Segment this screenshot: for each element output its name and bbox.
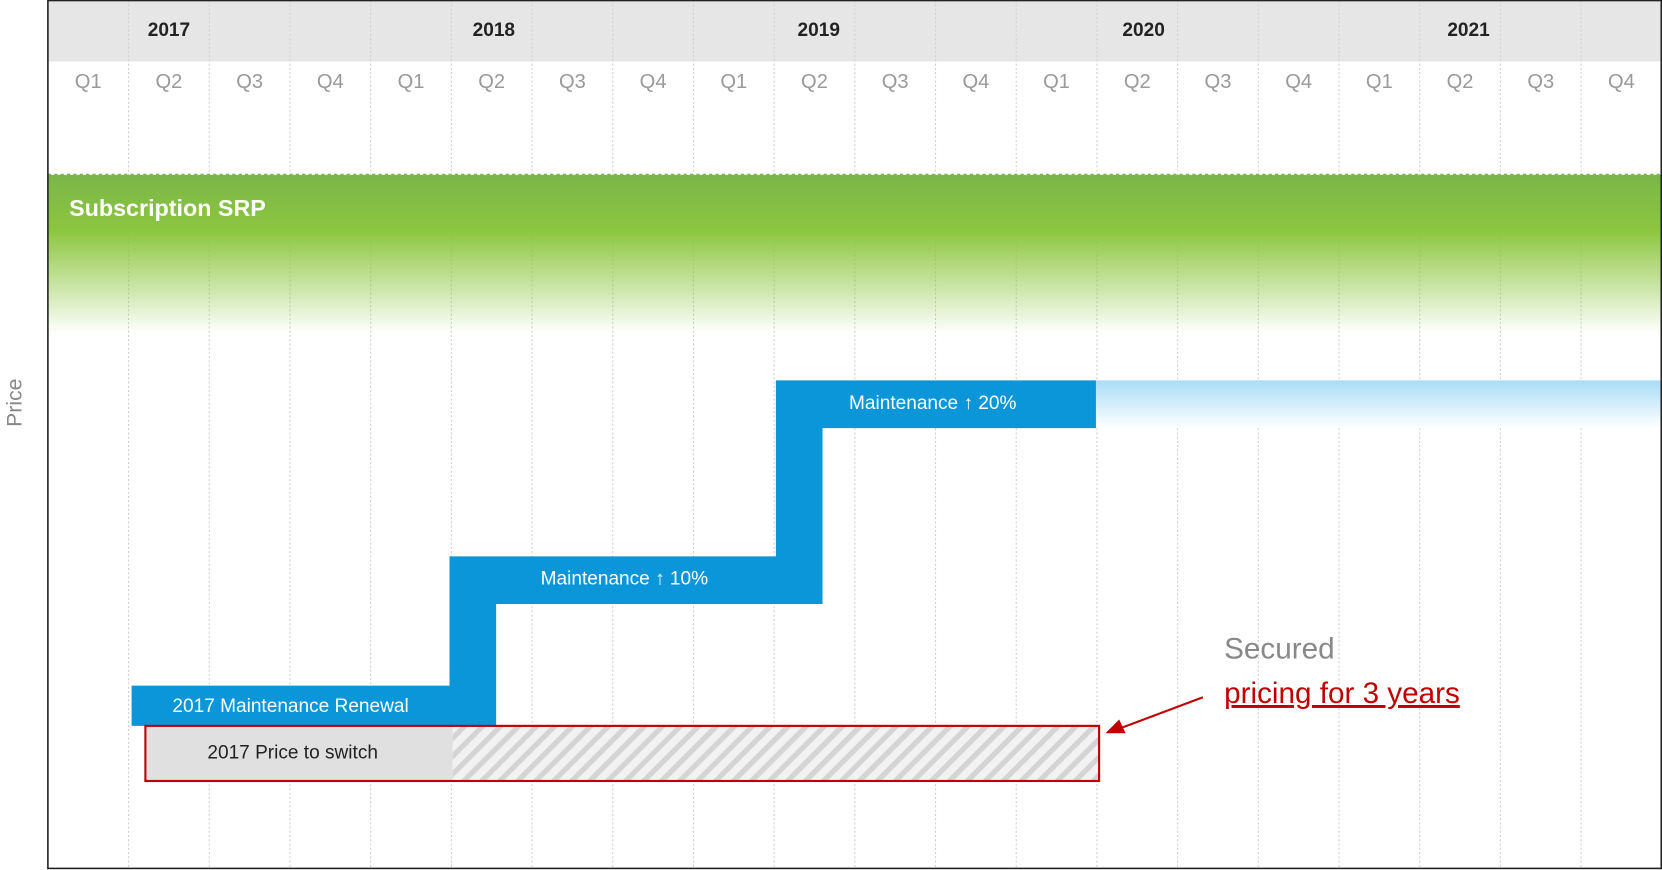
year-label: 2021: [1447, 20, 1490, 41]
switch-label: 2017 Price to switch: [207, 742, 378, 763]
switch-outline: [144, 724, 1101, 783]
quarter-label: Q1: [75, 71, 102, 93]
quarter-label: Q4: [640, 71, 667, 93]
quarter-label: Q3: [236, 71, 263, 93]
quarter-label: Q3: [1205, 71, 1232, 93]
switch-price: [145, 725, 453, 781]
quarter-label: Q3: [559, 71, 586, 93]
quarter-label: Q2: [801, 71, 828, 93]
quarter-label: Q1: [1366, 71, 1393, 93]
callout-arrow: [1117, 696, 1204, 731]
quarter-label: Q1: [398, 71, 425, 93]
axis-label: Price: [4, 379, 27, 427]
maintenance-steps: [131, 380, 1096, 726]
callout-highlight: pricing for 3 years: [1224, 677, 1460, 710]
year-label: 2017: [148, 20, 190, 41]
step-label: Maintenance ↑ 10%: [541, 569, 708, 590]
year-label: 2018: [473, 20, 516, 41]
quarter-label: Q2: [478, 71, 505, 93]
quarter-label: Q2: [156, 71, 183, 93]
year-label: 2020: [1122, 20, 1164, 41]
frame: [47, 0, 1662, 870]
callout-text: Secured: [1224, 632, 1334, 665]
band-label: Subscription SRP: [69, 195, 266, 221]
quarter-label: Q4: [317, 71, 344, 93]
quarter-label: Q1: [1043, 71, 1070, 93]
quarter-label: Q3: [882, 71, 909, 93]
step-label: 2017 Maintenance Renewal: [172, 696, 408, 717]
quarter-label: Q3: [1527, 71, 1554, 93]
subscription-band: [47, 174, 1662, 334]
quarter-label: Q2: [1447, 71, 1474, 93]
step-label: Maintenance ↑ 20%: [849, 393, 1016, 414]
year-label: 2019: [798, 20, 840, 41]
quarter-label: Q2: [1124, 71, 1151, 93]
quarter-label: Q4: [1285, 71, 1312, 93]
quarter-label: Q4: [962, 71, 989, 93]
arrow-head: [1105, 719, 1126, 734]
future-band: [1095, 380, 1662, 429]
quarter-label: Q4: [1608, 71, 1635, 93]
locked-price: [452, 725, 1100, 781]
quarter-label: Q1: [720, 71, 747, 93]
